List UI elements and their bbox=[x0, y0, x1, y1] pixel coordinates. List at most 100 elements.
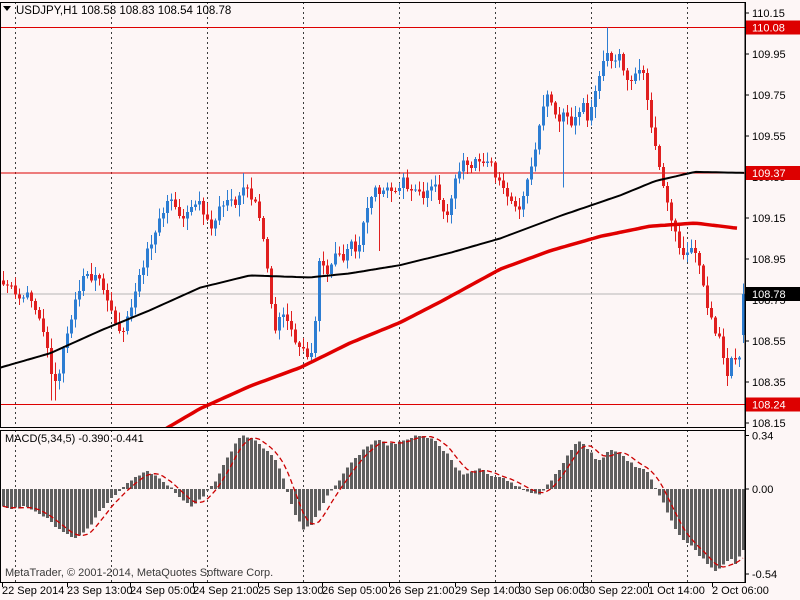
candle-body bbox=[178, 207, 181, 217]
candle-body bbox=[742, 293, 745, 335]
time-axis-label[interactable]: 24 Sep 21:00 bbox=[193, 585, 258, 597]
time-axis-label[interactable]: 30 Sep 22:00 bbox=[583, 585, 648, 597]
candle-body bbox=[682, 247, 685, 256]
macd-bar bbox=[630, 462, 633, 489]
candles-layer bbox=[2, 27, 745, 401]
candle-body bbox=[238, 195, 241, 205]
macd-bar bbox=[122, 487, 125, 489]
time-axis-label[interactable]: 2 Oct 06:00 bbox=[712, 585, 769, 597]
time-axis-label[interactable]: 23 Sep 13:00 bbox=[67, 585, 132, 597]
macd-bar bbox=[98, 489, 101, 512]
candle-body bbox=[670, 202, 673, 221]
candle-body bbox=[186, 212, 189, 219]
candle-body bbox=[662, 166, 665, 186]
macd-bar bbox=[694, 489, 697, 551]
macd-bar bbox=[602, 457, 605, 489]
candle-body bbox=[378, 187, 381, 195]
candle-body bbox=[66, 333, 69, 348]
macd-bar bbox=[682, 489, 685, 541]
candle-body bbox=[498, 177, 501, 181]
price-badge-label: 108.78 bbox=[752, 289, 786, 301]
time-axis-label[interactable]: 26 Sep 05:00 bbox=[322, 585, 387, 597]
macd-bar bbox=[426, 438, 429, 489]
candle-body bbox=[658, 145, 661, 167]
macd-bar bbox=[178, 489, 181, 497]
time-axis-label[interactable]: 26 Sep 21:00 bbox=[389, 585, 454, 597]
candle-body bbox=[698, 253, 701, 266]
candle-body bbox=[42, 318, 45, 333]
macd-bar bbox=[78, 489, 81, 536]
macd-bar bbox=[14, 489, 17, 508]
candle-body bbox=[714, 317, 717, 334]
symbol-dropdown-icon[interactable] bbox=[3, 6, 11, 11]
macd-bar bbox=[242, 435, 245, 489]
candle-body bbox=[346, 248, 349, 261]
symbol-ohlc-title: USDJPY,H1 108.58 108.83 108.54 108.78 bbox=[16, 5, 231, 17]
candle-body bbox=[450, 198, 453, 215]
macd-bar bbox=[486, 473, 489, 489]
macd-bar bbox=[290, 489, 293, 504]
candle-body bbox=[206, 214, 209, 220]
macd-bar bbox=[722, 489, 725, 565]
macd-bar bbox=[610, 449, 613, 489]
time-axis-label[interactable]: 29 Sep 14:00 bbox=[455, 585, 520, 597]
price-tick-label: 109.75 bbox=[752, 90, 786, 102]
candle-body bbox=[642, 69, 645, 73]
candle-body bbox=[734, 357, 737, 360]
candle-body bbox=[522, 195, 525, 210]
macd-bar bbox=[526, 489, 529, 492]
macd-bar bbox=[46, 489, 49, 518]
candle-body bbox=[650, 99, 653, 128]
candle-body bbox=[98, 274, 101, 279]
time-axis-label[interactable]: 25 Sep 13:00 bbox=[258, 585, 323, 597]
macd-bar bbox=[458, 470, 461, 489]
candle-body bbox=[322, 261, 325, 266]
candle-body bbox=[482, 161, 485, 163]
macd-bar bbox=[386, 445, 389, 489]
macd-bar bbox=[102, 489, 105, 508]
macd-bar bbox=[126, 483, 129, 489]
macd-bar bbox=[490, 475, 493, 489]
candle-body bbox=[222, 205, 225, 207]
candle-body bbox=[402, 177, 405, 188]
candle-body bbox=[486, 161, 489, 163]
macd-bar bbox=[294, 489, 297, 515]
time-axis-label[interactable]: 1 Oct 14:00 bbox=[648, 585, 705, 597]
macd-bar bbox=[582, 444, 585, 489]
time-axis-label[interactable]: 30 Sep 06:00 bbox=[519, 585, 584, 597]
candle-body bbox=[578, 112, 581, 117]
macd-bar bbox=[226, 457, 229, 489]
candle-body bbox=[74, 299, 77, 320]
candle-body bbox=[646, 72, 649, 100]
macd-bar bbox=[410, 437, 413, 489]
macd-bar bbox=[234, 443, 237, 489]
macd-bar bbox=[442, 451, 445, 489]
macd-bar bbox=[650, 479, 653, 489]
candle-body bbox=[474, 158, 477, 168]
candle-body bbox=[310, 352, 313, 358]
macd-bar bbox=[190, 489, 193, 507]
macd-bar bbox=[138, 475, 141, 489]
candle-body bbox=[30, 292, 33, 302]
macd-bar bbox=[342, 473, 345, 489]
macd-bar bbox=[478, 468, 481, 489]
candle-body bbox=[46, 332, 49, 349]
time-axis-label[interactable]: 24 Sep 05:00 bbox=[130, 585, 195, 597]
candle-body bbox=[462, 160, 465, 172]
candle-body bbox=[594, 91, 597, 107]
macd-bar bbox=[678, 489, 681, 535]
candle-body bbox=[58, 373, 61, 381]
macd-bar bbox=[738, 489, 741, 557]
macd-bar bbox=[238, 438, 241, 489]
candle-body bbox=[6, 284, 9, 286]
main-plot-area[interactable] bbox=[1, 2, 745, 428]
candle-body bbox=[610, 53, 613, 62]
macd-bar bbox=[498, 477, 501, 489]
macd-bar bbox=[566, 455, 569, 489]
candle-body bbox=[506, 188, 509, 197]
time-axis-label[interactable]: 22 Sep 2014 bbox=[2, 585, 64, 597]
candle-body bbox=[214, 220, 217, 229]
price-badge bbox=[746, 286, 800, 301]
